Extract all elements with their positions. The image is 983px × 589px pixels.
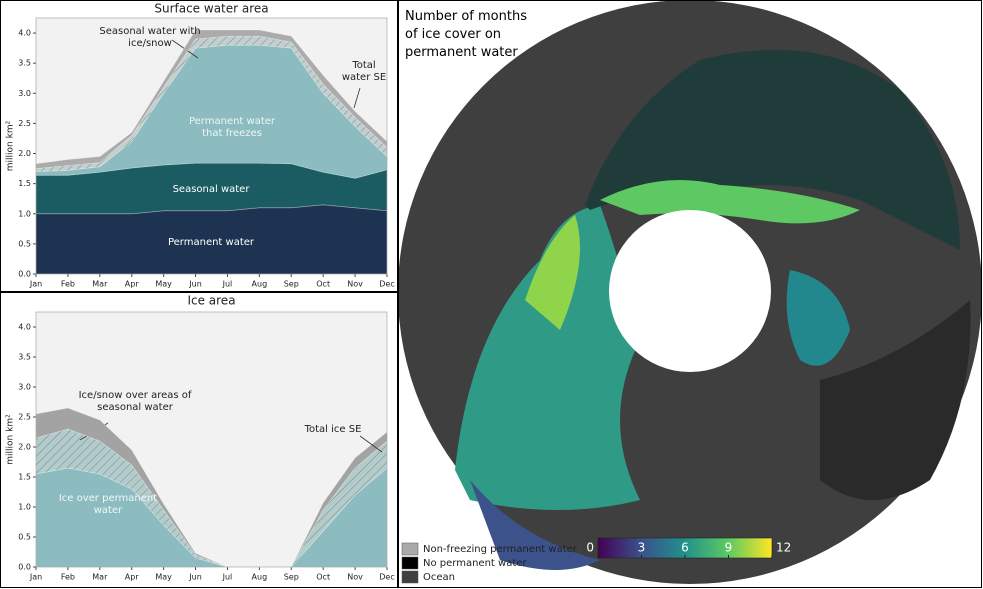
leader-line [359, 435, 383, 453]
x-tick-label: Sep [284, 573, 299, 582]
x-tick-label: Jun [188, 573, 202, 582]
series-label: Permanent water that freezes [188, 116, 276, 139]
land-water [455, 205, 640, 510]
x-tick-label: Nov [347, 573, 363, 582]
series-label: Total ice SE [304, 424, 362, 435]
y-tick-label: 3.5 [18, 59, 31, 68]
y-tick-label: 4.0 [18, 29, 31, 38]
y-tick-label: 2.0 [18, 443, 31, 452]
x-tick-label: Feb [61, 573, 75, 582]
series-label: Seasonal water [172, 184, 250, 195]
colorbar-tick-label: 12 [776, 541, 791, 555]
x-tick-label: Jan [29, 573, 42, 582]
x-tick-label: Jul [222, 573, 233, 582]
y-tick-label: 2.5 [18, 413, 31, 422]
colorbar-tick-label: 6 [681, 541, 689, 555]
x-tick-label: Oct [316, 280, 330, 289]
x-tick-label: Oct [316, 573, 330, 582]
land-water [820, 300, 971, 500]
x-tick-label: Aug [252, 573, 268, 582]
y-tick-label: 0.5 [18, 533, 31, 542]
x-tick-label: Jun [188, 280, 202, 289]
plot-frame [35, 311, 388, 568]
x-tick-label: Mar [92, 280, 108, 289]
y-tick-label: 4.0 [18, 323, 31, 332]
x-tick-label: May [155, 573, 172, 582]
legend-label: No permanent water [423, 558, 527, 569]
chart-title: Surface water area [154, 2, 268, 16]
legend-swatch [401, 556, 419, 570]
series-label: Ice over permanent water [58, 493, 158, 516]
x-tick-label: Jul [222, 280, 233, 289]
x-tick-label: Jan [29, 280, 42, 289]
x-tick-label: Apr [125, 280, 140, 289]
series-label: Seasonal water with ice/snow [99, 26, 201, 49]
y-axis-label: million km² [6, 120, 16, 171]
legend-label: Non-freezing permanent water [423, 544, 578, 555]
colorbar-tick-label: 3 [638, 541, 646, 555]
plot-frame [35, 17, 388, 275]
x-tick-label: Sep [284, 280, 299, 289]
pole-hole [609, 210, 771, 372]
y-tick-label: 1.0 [18, 503, 31, 512]
map [399, 1, 981, 584]
y-tick-label: 2.0 [18, 149, 31, 158]
colorbar-tick-label: 9 [725, 541, 733, 555]
y-axis-label: million km² [6, 414, 16, 465]
y-tick-label: 2.5 [18, 119, 31, 128]
land-water [470, 480, 600, 570]
x-tick-label: Apr [125, 573, 140, 582]
land-water [525, 215, 580, 330]
leader-line [353, 87, 361, 109]
legend-label: Ocean [423, 572, 455, 583]
y-tick-label: 1.0 [18, 209, 31, 218]
area-hatch [36, 429, 387, 567]
land-water [786, 270, 850, 366]
y-tick-label: 3.5 [18, 353, 31, 362]
series-label: Permanent water [167, 237, 255, 248]
legend-swatch [401, 542, 419, 556]
map-title: Number of months of ice cover on permane… [405, 9, 527, 60]
chart-title: Ice area [187, 294, 235, 308]
x-tick-label: Aug [252, 280, 268, 289]
y-tick-label: 3.0 [18, 89, 31, 98]
x-tick-label: May [155, 280, 172, 289]
y-tick-label: 1.5 [18, 179, 31, 188]
y-tick-label: 3.0 [18, 383, 31, 392]
x-tick-label: Mar [92, 573, 108, 582]
y-tick-label: 0.0 [18, 270, 31, 279]
legend-swatch [401, 570, 419, 584]
land-water [585, 50, 960, 250]
x-tick-label: Dec [379, 573, 394, 582]
x-tick-label: Dec [379, 280, 394, 289]
land-water [600, 180, 860, 224]
colorbar-tick-label: 0 [586, 541, 594, 555]
series-label: Total water SE [341, 60, 387, 83]
x-tick-label: Nov [347, 280, 363, 289]
y-tick-label: 1.5 [18, 473, 31, 482]
y-tick-label: 0.0 [18, 563, 31, 572]
series-label: Ice/snow over areas of seasonal water [78, 390, 192, 413]
x-tick-label: Feb [61, 280, 75, 289]
y-tick-label: 0.5 [18, 239, 31, 248]
